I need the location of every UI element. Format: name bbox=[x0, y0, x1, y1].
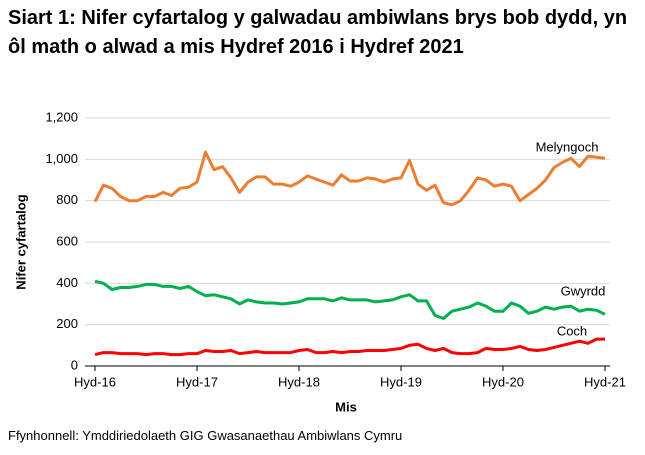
x-tick-label: Hyd-19 bbox=[380, 374, 422, 389]
source: Ffynhonnell: Ymddiriedolaeth GIG Gwasana… bbox=[8, 428, 403, 443]
series-line bbox=[93, 150, 606, 207]
y-tick-label: 0 bbox=[71, 357, 78, 372]
series-label: Gwyrdd bbox=[561, 283, 606, 298]
x-axis-title: Mis bbox=[335, 399, 357, 414]
y-tick-label: 400 bbox=[56, 275, 78, 290]
x-tick-label: Hyd-20 bbox=[482, 374, 524, 389]
series-line bbox=[94, 337, 605, 357]
x-tick-label: Hyd-21 bbox=[584, 374, 626, 389]
x-tick-label: Hyd-18 bbox=[278, 374, 320, 389]
x-tick-label: Hyd-16 bbox=[74, 374, 116, 389]
series-line bbox=[94, 279, 606, 320]
series-label: Melyngoch bbox=[536, 139, 599, 154]
y-axis-title: Nifer cyfartalog bbox=[13, 194, 28, 289]
y-tick-label: 1,000 bbox=[45, 151, 78, 166]
chart-title: Siart 1: Nifer cyfartalog y galwadau amb… bbox=[8, 7, 628, 58]
y-tick-label: 200 bbox=[56, 316, 78, 331]
series-label: Coch bbox=[557, 323, 587, 338]
y-tick-label: 800 bbox=[56, 192, 78, 207]
x-tick-label: Hyd-17 bbox=[176, 374, 218, 389]
y-tick-label: 1,200 bbox=[45, 109, 78, 124]
y-tick-label: 600 bbox=[56, 233, 78, 248]
